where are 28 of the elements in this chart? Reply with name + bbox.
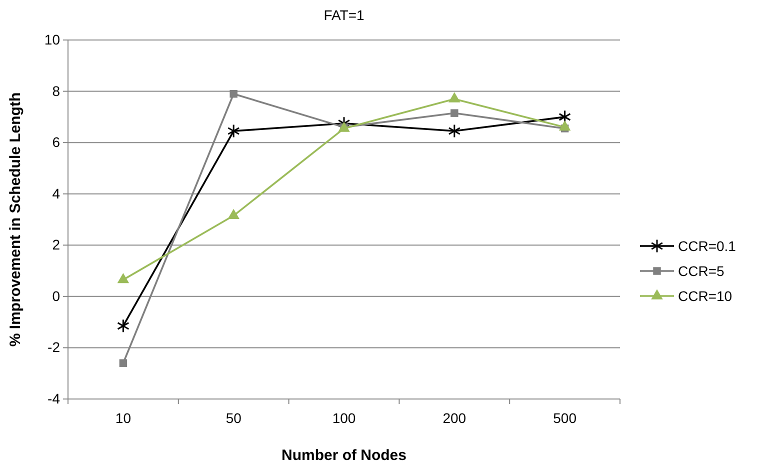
point: [228, 208, 240, 220]
y-axis-title: % Improvement in Schedule Length: [7, 92, 24, 347]
y-tick-label: -4: [48, 390, 60, 406]
legend-label: CCR=10: [678, 288, 732, 304]
y-tick-label: 8: [52, 82, 60, 99]
point: [117, 318, 130, 333]
y-tick-label: -2: [48, 339, 60, 356]
point: [230, 90, 238, 98]
point: [227, 124, 240, 138]
y-tick-label: 2: [52, 236, 60, 253]
legend-label: CCR=0.1: [678, 238, 736, 254]
y-tick-label: 6: [52, 134, 60, 150]
chart-title: FAT=1: [324, 7, 365, 23]
point: [119, 359, 128, 367]
x-tick-label: 100: [332, 410, 356, 426]
legend-label: CCR=5: [678, 263, 725, 279]
y-tick-label: 0: [52, 288, 60, 304]
y-tick-label: 10: [44, 31, 60, 48]
point: [450, 109, 458, 117]
x-axis-title: Number of Nodes: [281, 447, 407, 464]
point: [558, 110, 571, 124]
x-tick-label: 500: [553, 410, 577, 426]
y-tick-label: 4: [52, 185, 60, 202]
point: [117, 272, 130, 284]
x-tick-label: 10: [115, 410, 132, 426]
point: [448, 124, 461, 138]
x-tick-label: 50: [226, 410, 242, 426]
x-tick-label: 200: [442, 410, 466, 426]
